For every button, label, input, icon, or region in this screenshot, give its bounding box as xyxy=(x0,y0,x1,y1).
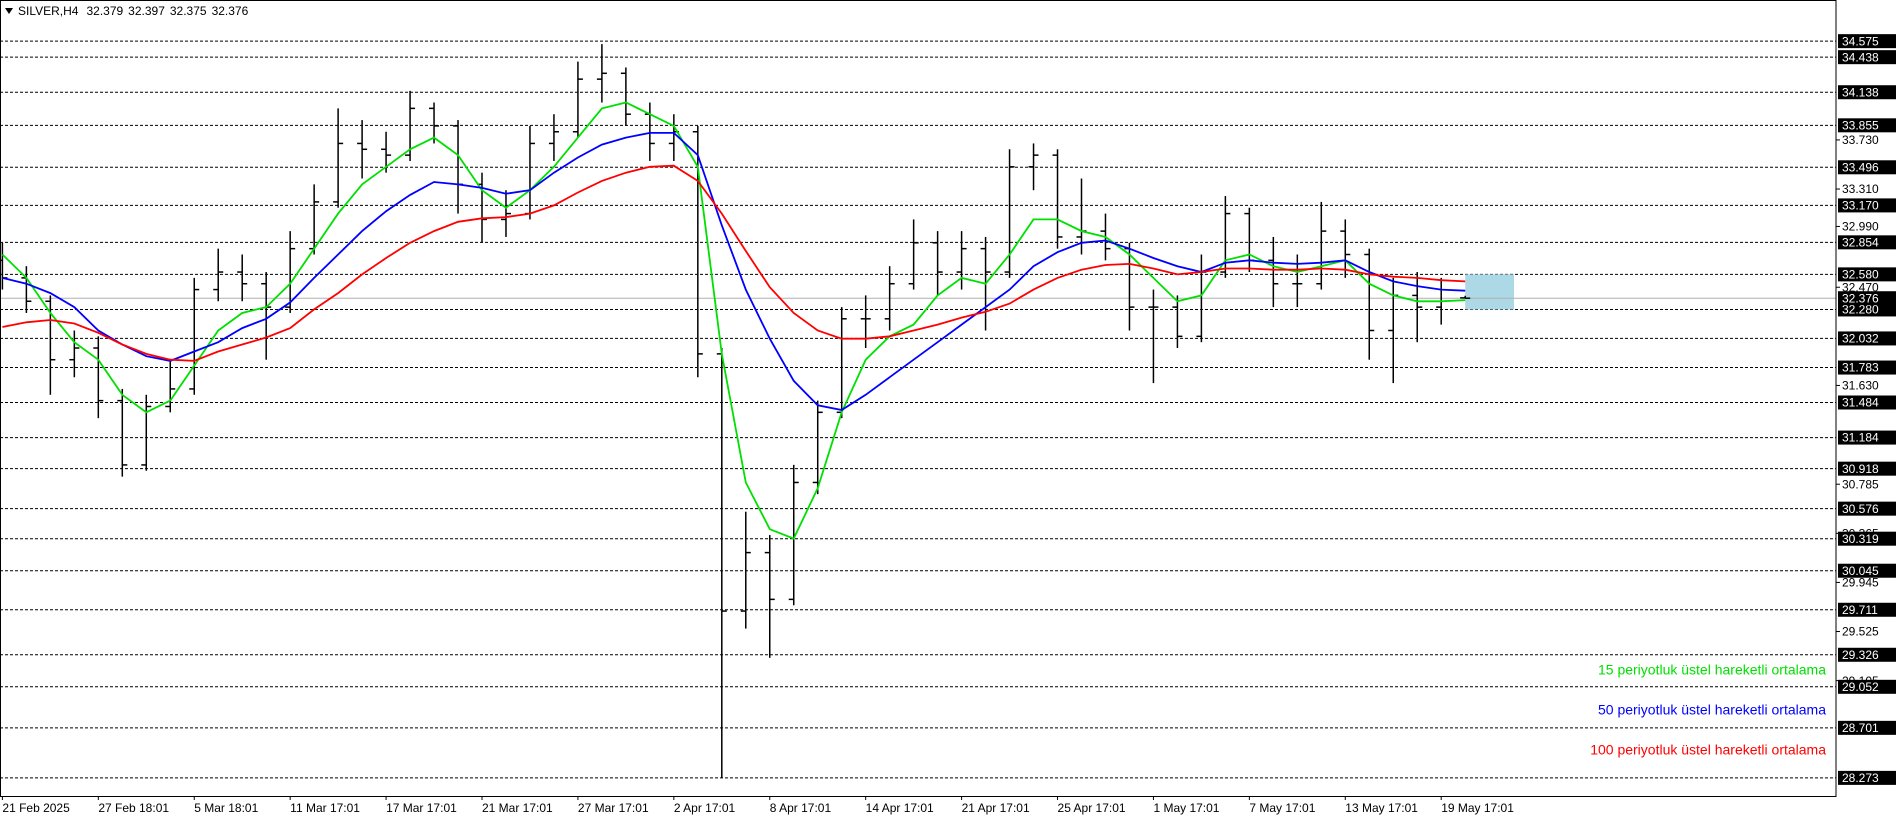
level-label-box xyxy=(1838,602,1896,617)
x-tick-label: 17 Mar 17:01 xyxy=(386,801,457,815)
moving-average-line xyxy=(1,101,1466,540)
level-label: 32.032 xyxy=(1842,332,1879,346)
x-tick-label: 19 May 17:01 xyxy=(1441,801,1514,815)
low-value: 32.375 xyxy=(170,4,207,18)
level-label-box xyxy=(1838,647,1896,662)
level-label: 28.701 xyxy=(1842,721,1879,735)
axis: 34.575 34.438 34.138 33.855 33.496 33.170 32.8… xyxy=(1,34,1896,815)
level-label: 30.319 xyxy=(1842,532,1879,546)
x-tick-label: 27 Feb 18:01 xyxy=(98,801,169,815)
level-label: 30.576 xyxy=(1842,502,1879,516)
x-tick-label: 14 Apr 17:01 xyxy=(866,801,934,815)
level-label-box xyxy=(1838,395,1896,410)
x-tick-label: 5 Mar 18:01 xyxy=(194,801,258,815)
x-tick-label: 11 Mar 17:01 xyxy=(290,801,360,815)
y-tick-label: 32.470 xyxy=(1842,280,1879,294)
current-price-label: 32.376 xyxy=(1842,291,1879,305)
x-tick-label: 8 Apr 17:01 xyxy=(770,801,832,815)
level-label-box xyxy=(1838,563,1896,578)
level-label: 31.484 xyxy=(1842,396,1879,410)
level-label-box xyxy=(1838,302,1896,317)
plot-under: 33.730 33.310 32.990 32.470 31.630 30.785 30.3… xyxy=(0,40,1879,779)
y-tick-label: 31.630 xyxy=(1842,379,1879,393)
level-label-box xyxy=(1838,267,1896,282)
y-tick-label: 33.730 xyxy=(1842,133,1879,147)
level-label-box xyxy=(1838,531,1896,546)
level-label: 29.711 xyxy=(1842,603,1878,617)
level-label-box xyxy=(1838,360,1896,375)
x-tick-label: 25 Apr 17:01 xyxy=(1058,801,1126,815)
level-label: 28.273 xyxy=(1842,771,1879,785)
x-tick-label: 7 May 17:01 xyxy=(1249,801,1315,815)
x-tick-label: 21 Apr 17:01 xyxy=(962,801,1030,815)
level-label-box xyxy=(1838,679,1896,694)
level-label-box xyxy=(1838,34,1896,49)
moving-average-line xyxy=(2,164,1466,362)
legend-entry: 50 periyotluk üstel hareketli ortalama xyxy=(1598,702,1826,718)
level-label-box xyxy=(1838,160,1896,175)
level-label: 33.855 xyxy=(1842,118,1879,132)
level-label: 31.184 xyxy=(1842,431,1879,445)
level-label-box xyxy=(1838,720,1896,735)
level-label: 33.170 xyxy=(1842,199,1879,213)
y-tick-label: 29.945 xyxy=(1842,576,1879,590)
x-tick-label: 13 May 17:01 xyxy=(1345,801,1418,815)
current-price-box xyxy=(1838,291,1896,306)
level-label-box xyxy=(1838,430,1896,445)
x-tick-label: 2 Apr 17:01 xyxy=(674,801,736,815)
level-label: 32.580 xyxy=(1842,268,1879,282)
moving-average-line xyxy=(2,132,1466,411)
close-value: 32.376 xyxy=(212,4,249,18)
y-tick-label: 33.310 xyxy=(1842,182,1879,196)
level-label: 30.045 xyxy=(1842,564,1879,578)
level-label: 29.052 xyxy=(1842,680,1879,694)
projection-zone xyxy=(1465,274,1514,310)
x-tick-label: 27 Mar 17:01 xyxy=(578,801,649,815)
x-tick-label: 21 Feb 2025 xyxy=(2,801,70,815)
legend-entry: 15 periyotluk üstel hareketli ortalama xyxy=(1598,662,1826,678)
level-label-box xyxy=(1838,331,1896,346)
level-label: 32.280 xyxy=(1842,303,1879,317)
level-label-box xyxy=(1838,461,1896,476)
y-tick-label: 29.525 xyxy=(1842,625,1879,639)
level-label-box xyxy=(1838,198,1896,213)
level-label: 31.783 xyxy=(1842,361,1879,375)
level-label: 33.496 xyxy=(1842,160,1879,174)
menu-arrow[interactable] xyxy=(5,8,13,14)
symbol: SILVER,H4 xyxy=(18,4,79,18)
level-label: 34.138 xyxy=(1842,85,1879,99)
y-tick-label: 30.785 xyxy=(1842,477,1879,491)
level-label-box xyxy=(1838,770,1896,785)
level-label-box xyxy=(1838,118,1896,133)
level-label: 34.438 xyxy=(1842,50,1879,64)
level-label: 29.326 xyxy=(1842,648,1879,662)
y-tick-label: 32.990 xyxy=(1842,220,1879,234)
legend-entry: 100 periyotluk üstel hareketli ortalama xyxy=(1590,742,1826,758)
header: SILVER,H4 32.379 32.397 32.375 32.376 xyxy=(18,4,249,18)
plot-data xyxy=(0,44,1471,778)
level-label: 32.854 xyxy=(1842,236,1879,250)
open-value: 32.379 xyxy=(86,4,123,18)
level-label: 34.575 xyxy=(1842,34,1879,48)
plot-frame xyxy=(0,0,1837,797)
level-label-box xyxy=(1838,50,1896,65)
level-label-box xyxy=(1838,501,1896,516)
high-value: 32.397 xyxy=(128,4,165,18)
level-label: 30.918 xyxy=(1842,462,1879,476)
level-label-box xyxy=(1838,85,1896,100)
x-tick-label: 1 May 17:01 xyxy=(1153,801,1219,815)
level-label-box xyxy=(1838,235,1896,250)
x-tick-label: 21 Mar 17:01 xyxy=(482,801,553,815)
